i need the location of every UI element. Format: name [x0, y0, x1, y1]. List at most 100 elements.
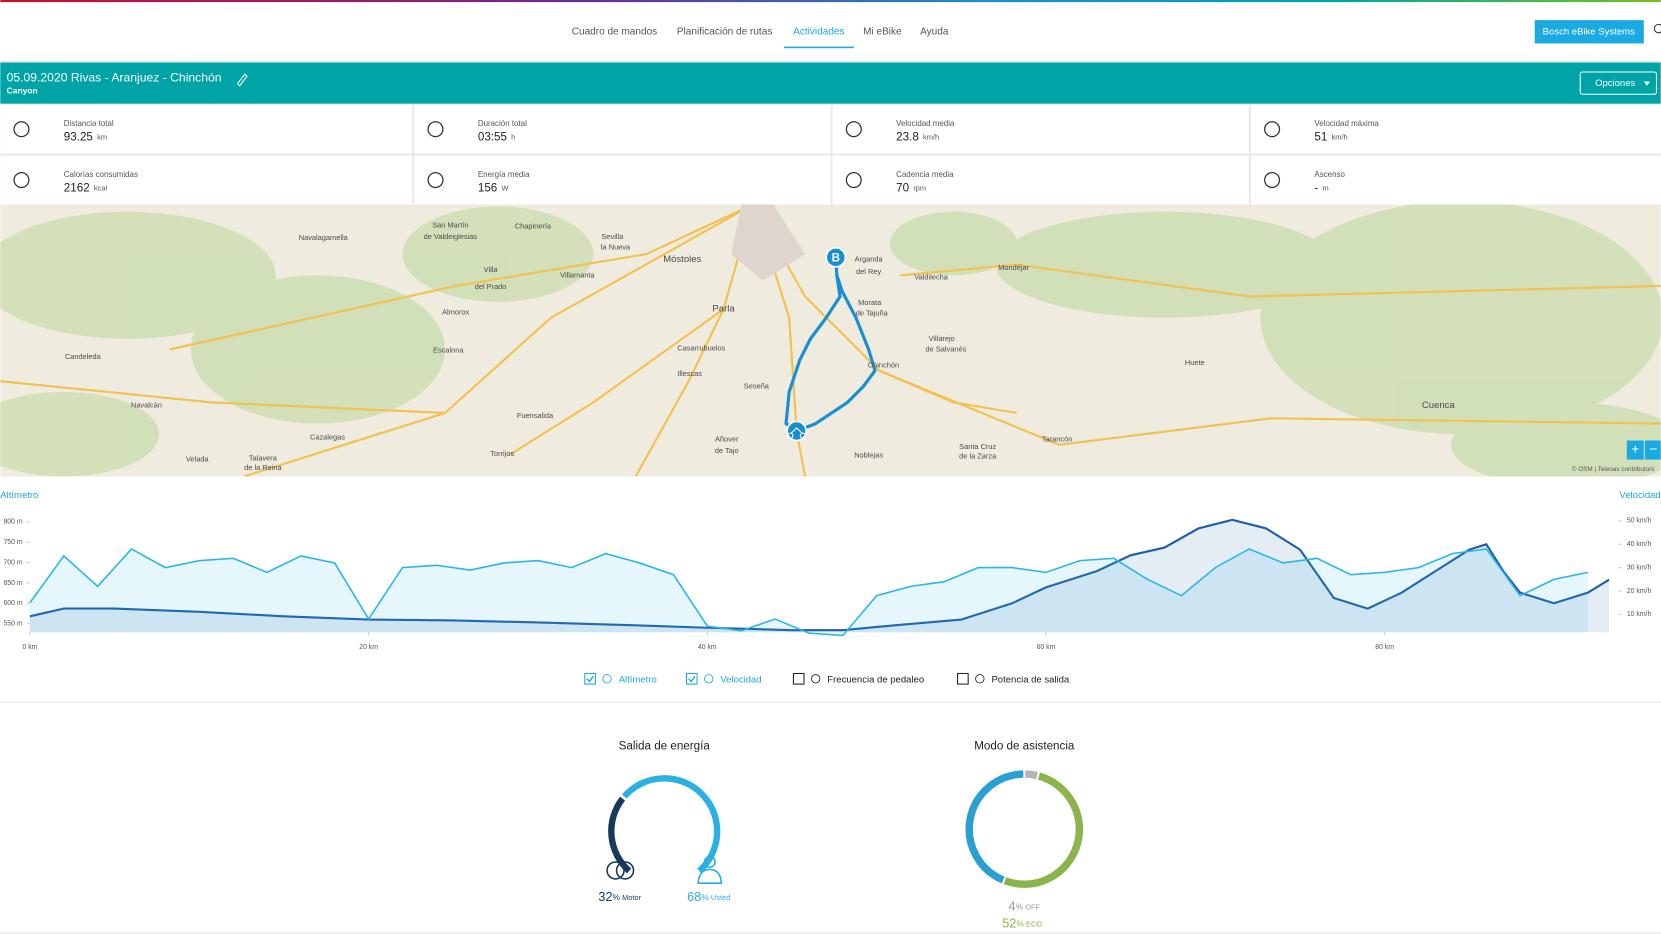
map-place: del Prado	[475, 282, 507, 291]
stat-card	[832, 104, 1249, 154]
stat-value: 51	[1314, 131, 1327, 144]
zoom-out[interactable]	[1644, 440, 1661, 460]
map-place: Velada	[186, 455, 210, 464]
activity-title: 05.09.2020 Rivas - Aranjuez - Chinchón	[7, 71, 222, 85]
ring-name: OFF	[1025, 902, 1040, 911]
legend-icon	[975, 674, 985, 684]
ring-value-line: 52% ECO	[1002, 917, 1042, 931]
y-tick-label: 600 m	[3, 600, 22, 607]
stat-unit: km/h	[923, 133, 939, 142]
nav-item[interactable]: Actividades	[793, 26, 844, 37]
stat-icon	[13, 121, 30, 138]
map-place: Valdilecha	[914, 272, 949, 281]
map-place: Móstoles	[663, 254, 701, 265]
options-button[interactable]	[1579, 71, 1658, 95]
stat-label: Calorías consumidas	[64, 170, 138, 179]
stat-card	[1250, 155, 1661, 205]
legend-icon	[602, 674, 612, 684]
brand-button[interactable]	[1534, 20, 1644, 44]
stat-label: Energía media	[478, 170, 530, 179]
motor-icon	[615, 861, 635, 880]
bike-name: Canyon	[7, 85, 38, 95]
nav-item[interactable]: Ayuda	[920, 26, 949, 37]
series-area	[29, 519, 1610, 633]
map-place: Parla	[712, 304, 735, 315]
stat-unit: W	[502, 183, 509, 192]
stat-value-line: 23.8 km/h	[896, 131, 939, 144]
stat-value-line: 93.25 km	[64, 131, 107, 144]
stat-value-line: 156 W	[478, 182, 509, 195]
legend-label[interactable]: Frecuencia de pedaleo	[827, 674, 924, 685]
nav-item[interactable]: Planificación de rutas	[677, 26, 773, 37]
legend-label[interactable]: Potencia de salida	[991, 674, 1069, 685]
map-place: Arganda	[855, 254, 884, 263]
legend-checkbox[interactable]	[792, 672, 805, 685]
map-place: Sevilla	[601, 232, 624, 241]
map-place: Villarejo	[929, 334, 955, 343]
map-place: Seseña	[744, 381, 770, 390]
nav-item[interactable]: Cuadro de mandos	[572, 26, 657, 37]
map-place: Almorox	[442, 307, 469, 316]
legend-checkbox[interactable]	[685, 672, 698, 685]
ring-value: 32	[598, 890, 612, 904]
stat-icon	[845, 171, 862, 189]
options-caret	[1643, 81, 1651, 86]
stat-unit: kcal	[94, 183, 108, 192]
zoom-in[interactable]	[1626, 440, 1644, 460]
stat-card	[832, 155, 1249, 205]
legend-label[interactable]: Altímetro	[619, 674, 657, 685]
stat-label: Cadencia media	[896, 170, 954, 179]
stat-label: Distancia total	[64, 119, 114, 128]
y2-tick-label: 10 km/h	[1627, 611, 1652, 618]
series-line	[29, 518, 1610, 632]
brand-bar	[0, 0, 1661, 3]
ring-unit: %	[613, 892, 621, 902]
stat-icon	[427, 121, 444, 138]
ring-title: Salida de energía	[619, 740, 711, 753]
series-area	[29, 548, 1588, 636]
y-tick-label: 750 m	[3, 539, 22, 546]
stat-value-line: 03:55 h	[478, 131, 515, 144]
map-place: Torrijos	[490, 449, 514, 458]
stat-icon	[1264, 171, 1281, 189]
map-place: Mondéjar	[998, 263, 1029, 272]
legend-icon	[704, 674, 714, 684]
map-attribution: © OSM | Telenav contributors	[1572, 465, 1655, 473]
map-place: Añover	[715, 434, 739, 443]
legend-check	[688, 675, 696, 683]
map[interactable]: B + − © OSM | Telenav contributors Naval…	[0, 201, 1661, 487]
y-axis-title: Altímetro	[0, 490, 38, 501]
edit-icon[interactable]	[236, 73, 248, 87]
nav-item[interactable]: Mi eBike	[863, 26, 902, 37]
y-tick-label: 650 m	[3, 580, 22, 587]
y-tick-label: 700 m	[3, 559, 22, 566]
ring-name: Motor	[622, 893, 641, 902]
stat-value: 70	[896, 182, 909, 195]
nav-active-underline	[783, 46, 854, 49]
legend-checkbox[interactable]	[957, 672, 969, 685]
stat-card	[0, 155, 413, 205]
map-place: Tarancón	[1042, 434, 1072, 443]
y2-tick-label: 30 km/h	[1627, 564, 1652, 571]
map-place: Illescas	[677, 369, 702, 378]
map-place: la Nueva	[601, 243, 631, 252]
stat-icon	[845, 121, 862, 138]
legend-label[interactable]: Velocidad	[720, 674, 761, 685]
stat-value-line: -m	[1314, 182, 1328, 195]
stat-unit: km/h	[1332, 133, 1348, 142]
stat-label: Velocidad máxima	[1314, 119, 1379, 128]
start-marker[interactable]	[786, 420, 807, 442]
zoom-in-label: +	[1631, 442, 1639, 457]
legend-check	[586, 675, 594, 683]
legend-checkbox[interactable]	[584, 672, 596, 685]
map-place: Villamanta	[560, 270, 595, 279]
stat-card	[414, 104, 831, 154]
map-place: San Martín	[432, 221, 468, 230]
stat-card	[1250, 104, 1661, 154]
ring-segment	[621, 775, 721, 874]
map-place: Chinchón	[868, 360, 899, 369]
user-icon[interactable]	[1653, 23, 1661, 34]
end-marker[interactable]	[825, 247, 847, 268]
